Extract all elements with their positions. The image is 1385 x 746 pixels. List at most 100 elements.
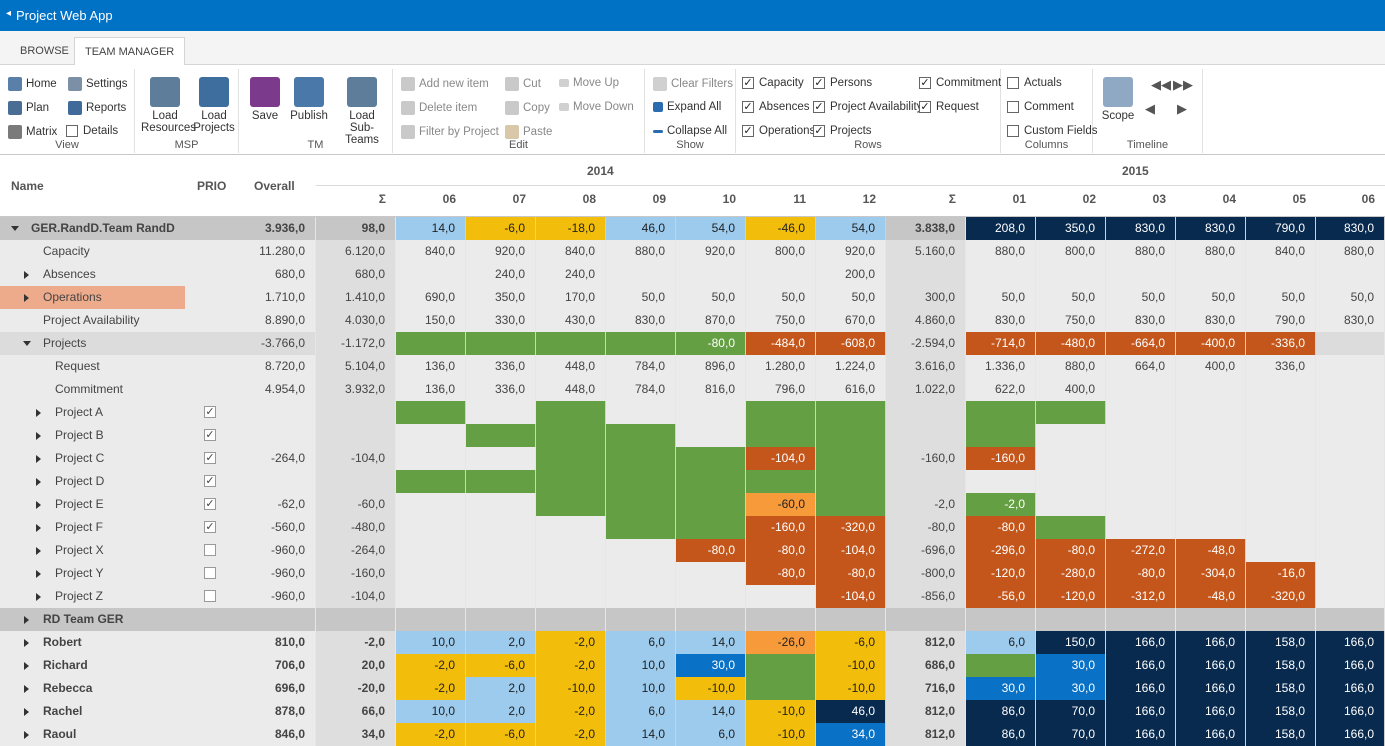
value-cell[interactable]: -80,0 xyxy=(676,332,746,355)
value-cell[interactable] xyxy=(466,562,536,585)
absences-checkmark-icon[interactable]: ✓ xyxy=(742,101,754,113)
value-cell[interactable]: 680,0 xyxy=(316,263,396,286)
value-cell[interactable] xyxy=(1316,447,1385,470)
value-cell[interactable]: 6,0 xyxy=(606,631,676,654)
value-cell[interactable] xyxy=(676,562,746,585)
overall-cell[interactable]: 3.936,0 xyxy=(236,217,316,240)
tab-browse[interactable]: BROWSE xyxy=(20,45,69,57)
value-cell[interactable]: -2,0 xyxy=(396,654,466,677)
value-cell[interactable] xyxy=(1316,355,1385,378)
value-cell[interactable]: 166,0 xyxy=(1316,700,1385,723)
column-header-period[interactable]: 05 xyxy=(1292,192,1306,206)
value-cell[interactable]: 816,0 xyxy=(676,378,746,401)
table-row[interactable]: Projects -3.766,0 -1.172,0 -80,0 -484,0 -608,… xyxy=(0,332,1385,355)
project-row[interactable]: Project E ✓ -62,0 -60,0 -60,0 -2,0 -2,0 xyxy=(0,493,1385,516)
value-cell[interactable] xyxy=(396,332,466,355)
value-cell[interactable] xyxy=(1246,424,1316,447)
overall-cell[interactable]: 1.710,0 xyxy=(236,286,316,309)
value-cell[interactable]: -336,0 xyxy=(1246,332,1316,355)
value-cell[interactable]: 30,0 xyxy=(1036,654,1106,677)
value-cell[interactable] xyxy=(1316,263,1385,286)
move-down-button[interactable]: Move Down xyxy=(559,101,634,113)
collapse-all-button[interactable]: Collapse All xyxy=(653,125,727,137)
value-cell[interactable]: 616,0 xyxy=(816,378,886,401)
value-cell[interactable]: 812,0 xyxy=(886,631,966,654)
value-cell[interactable]: 158,0 xyxy=(1246,654,1316,677)
value-cell[interactable]: 50,0 xyxy=(606,286,676,309)
value-cell[interactable]: -80,0 xyxy=(746,562,816,585)
value-cell[interactable]: 166,0 xyxy=(1316,723,1385,746)
value-cell[interactable] xyxy=(606,562,676,585)
value-cell[interactable]: 50,0 xyxy=(676,286,746,309)
table-row[interactable]: Absences 680,0 680,0 240,0 240,0 200,0 xyxy=(0,263,1385,286)
value-cell[interactable]: 46,0 xyxy=(606,217,676,240)
cut-button[interactable]: Cut xyxy=(505,77,541,91)
value-cell[interactable] xyxy=(1316,539,1385,562)
request-checkmark-icon[interactable]: ✓ xyxy=(919,101,931,113)
value-cell[interactable]: -1.172,0 xyxy=(316,332,396,355)
value-cell[interactable] xyxy=(1106,608,1176,631)
expand-arrow-icon[interactable] xyxy=(36,455,41,463)
value-cell[interactable]: 336,0 xyxy=(466,355,536,378)
value-cell[interactable] xyxy=(1106,401,1176,424)
value-cell[interactable] xyxy=(676,608,746,631)
load-projects-button[interactable]: Load Projects xyxy=(191,77,237,134)
load-subteams-button[interactable]: Load Sub-Teams xyxy=(335,77,389,146)
columns-actuals-checkbox[interactable]: Actuals xyxy=(1007,77,1062,89)
value-cell[interactable]: 50,0 xyxy=(746,286,816,309)
rows-capacity-checkbox[interactable]: ✓ Capacity xyxy=(742,77,804,89)
value-cell[interactable]: 812,0 xyxy=(886,700,966,723)
value-cell[interactable]: 430,0 xyxy=(536,309,606,332)
value-cell[interactable]: 70,0 xyxy=(1036,723,1106,746)
column-header-period[interactable]: 04 xyxy=(1222,192,1236,206)
value-cell[interactable]: 664,0 xyxy=(1106,355,1176,378)
timeline-last-button[interactable]: ▶▶ xyxy=(1173,77,1193,93)
value-cell[interactable]: -2,0 xyxy=(966,493,1036,516)
value-cell[interactable] xyxy=(1316,378,1385,401)
value-cell[interactable]: -6,0 xyxy=(466,654,536,677)
value-cell[interactable] xyxy=(816,401,886,424)
add-new-item-button[interactable]: Add new item xyxy=(401,77,489,91)
column-header-period[interactable]: Σ xyxy=(378,192,386,206)
value-cell[interactable]: 200,0 xyxy=(816,263,886,286)
value-cell[interactable] xyxy=(1316,493,1385,516)
value-cell[interactable] xyxy=(746,401,816,424)
value-cell[interactable]: -104,0 xyxy=(316,585,396,608)
value-cell[interactable]: 830,0 xyxy=(1176,309,1246,332)
value-cell[interactable]: -56,0 xyxy=(966,585,1036,608)
value-cell[interactable]: -120,0 xyxy=(1036,585,1106,608)
value-cell[interactable] xyxy=(606,539,676,562)
value-cell[interactable]: 880,0 xyxy=(1316,240,1385,263)
value-cell[interactable] xyxy=(816,608,886,631)
prio-checkbox[interactable]: ✓ xyxy=(204,498,216,510)
value-cell[interactable]: 300,0 xyxy=(886,286,966,309)
value-cell[interactable] xyxy=(536,516,606,539)
comment-checkbox-box[interactable] xyxy=(1007,101,1019,113)
value-cell[interactable]: 1.336,0 xyxy=(966,355,1036,378)
value-cell[interactable] xyxy=(1036,470,1106,493)
value-cell[interactable] xyxy=(1316,608,1385,631)
value-cell[interactable]: 400,0 xyxy=(1036,378,1106,401)
column-header-period[interactable]: 10 xyxy=(722,192,736,206)
expand-all-button[interactable]: Expand All xyxy=(653,101,721,113)
value-cell[interactable] xyxy=(1176,263,1246,286)
value-cell[interactable] xyxy=(886,263,966,286)
value-cell[interactable] xyxy=(676,516,746,539)
value-cell[interactable] xyxy=(396,401,466,424)
project-row[interactable]: Project Y -960,0 -160,0 -80,0 -80,0 -800,0 -12… xyxy=(0,562,1385,585)
value-cell[interactable]: -6,0 xyxy=(466,723,536,746)
value-cell[interactable]: -80,0 xyxy=(676,539,746,562)
value-cell[interactable]: 14,0 xyxy=(676,631,746,654)
value-cell[interactable]: 716,0 xyxy=(886,677,966,700)
prio-checkbox[interactable]: ✓ xyxy=(204,429,216,441)
prio-checkbox[interactable]: ✓ xyxy=(204,521,216,533)
value-cell[interactable]: 208,0 xyxy=(966,217,1036,240)
value-cell[interactable] xyxy=(816,447,886,470)
value-cell[interactable]: 158,0 xyxy=(1246,677,1316,700)
overall-cell[interactable]: 696,0 xyxy=(236,677,316,700)
value-cell[interactable]: 1.224,0 xyxy=(816,355,886,378)
overall-cell[interactable]: 846,0 xyxy=(236,723,316,746)
value-cell[interactable]: -696,0 xyxy=(886,539,966,562)
value-cell[interactable] xyxy=(886,470,966,493)
value-cell[interactable]: 750,0 xyxy=(746,309,816,332)
